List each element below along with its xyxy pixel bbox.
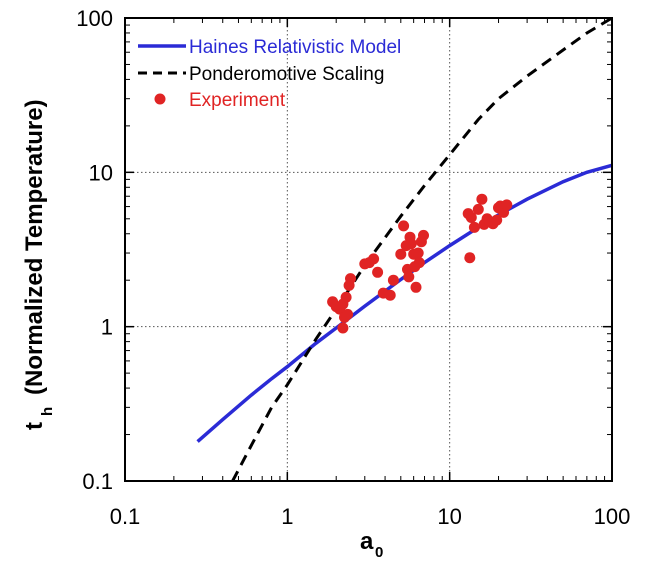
legend-label-ponderomotive: Ponderomotive Scaling	[189, 64, 384, 85]
series-line-0	[196, 163, 613, 443]
experiment-point	[472, 203, 484, 215]
y-axis-label: t	[21, 422, 48, 430]
x-tick-label: 0.1	[110, 504, 141, 529]
experiment-point	[345, 273, 356, 285]
experiment-point	[465, 212, 477, 223]
experiment-point	[368, 253, 380, 265]
y-tick-label: 10	[89, 160, 113, 185]
experiment-point	[405, 238, 417, 250]
x-axis-label: a	[360, 528, 374, 555]
experiment-points	[327, 193, 513, 334]
tick-labels: 0.1 1 10 100 0.1 1 10 100	[76, 6, 630, 529]
y-axis-label-rest: (Normalized Temperature)	[21, 99, 48, 395]
experiment-point	[395, 248, 407, 260]
experiment-point	[491, 214, 503, 226]
experiment-point	[468, 221, 480, 233]
experiment-point	[398, 220, 410, 232]
experiment-point	[412, 247, 424, 259]
experiment-point	[476, 193, 488, 205]
legend: Haines Relativistic Model Ponderomotive …	[138, 37, 401, 111]
legend-label-experiment: Experiment	[189, 90, 286, 111]
grid-lines	[125, 18, 612, 481]
experiment-point	[372, 266, 384, 278]
y-tick-label: 100	[76, 6, 113, 31]
experiment-point	[464, 252, 476, 264]
legend-label-haines: Haines Relativistic Model	[189, 37, 401, 58]
plot-area	[125, 18, 612, 481]
experiment-point	[387, 274, 399, 286]
plot-frame	[124, 17, 613, 482]
experiment-point	[337, 322, 349, 334]
y-tick-label: 1	[101, 315, 113, 340]
x-axis-label-subscript: 0	[375, 544, 383, 561]
series-lines	[196, 16, 613, 482]
y-tick-label: 0.1	[82, 469, 113, 494]
experiment-point	[403, 271, 415, 283]
series-line-1	[231, 16, 613, 482]
legend-marker-experiment	[154, 93, 166, 105]
experiment-point	[384, 289, 396, 301]
y-axis-label-subscript: h	[39, 407, 56, 416]
experiment-point	[410, 281, 422, 293]
experiment-point	[501, 199, 513, 211]
x-tick-label: 100	[594, 504, 631, 529]
x-tick-label: 1	[281, 504, 293, 529]
x-tick-label: 10	[437, 504, 461, 529]
experiment-point	[340, 291, 352, 303]
experiment-point	[418, 229, 429, 241]
experiment-point	[413, 257, 425, 269]
experiment-point	[342, 308, 354, 320]
